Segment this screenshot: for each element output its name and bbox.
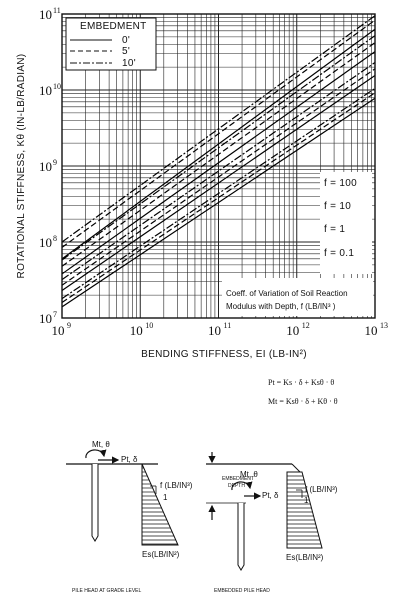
es-hatching-right xyxy=(287,475,321,545)
series-line-f0.1-emb0ft xyxy=(61,97,376,308)
series-line-f1-emb10ft xyxy=(61,62,376,281)
f-label-backdrop xyxy=(320,172,372,274)
caption-left: PILE HEAD AT GRADE LEVEL xyxy=(72,588,142,594)
x-tick-label-1: 10 xyxy=(130,323,143,338)
es-hatching-left xyxy=(142,467,178,545)
f-labels: f = 100 f = 10 f = 1 f = 0.1 xyxy=(320,172,372,274)
legend-box xyxy=(65,17,157,71)
f-label-100: f = 100 xyxy=(324,178,357,189)
pile-left xyxy=(91,464,99,542)
x-tick-labels: 10 9 10 10 10 11 10 12 10 13 xyxy=(52,321,389,338)
y-tick-exponent-4: 11 xyxy=(53,6,61,15)
annotation: Coeff. of Variation of Soil Reaction Mod… xyxy=(222,278,373,316)
legend-entry-1: 5' xyxy=(122,46,130,57)
legend: EMBEDMENT 0' 5' 10' xyxy=(65,17,157,71)
annotation-line-2: Modulus with Depth, f (LB/IN³ ) xyxy=(226,302,336,311)
y-tick-label-3: 10 xyxy=(39,83,52,98)
y-tick-exponent-0: 7 xyxy=(53,310,57,319)
series-line-f10-emb5ft xyxy=(61,42,376,267)
annotation-backdrop xyxy=(222,278,373,316)
moment-arrow-right xyxy=(231,481,253,491)
es-triangle-left xyxy=(141,463,179,546)
legend-entry-2: 10' xyxy=(122,58,136,69)
annotation-line-1: Coeff. of Variation of Soil Reaction xyxy=(226,289,348,298)
f-label-1: f = 1 xyxy=(324,224,345,235)
f-label-right: f (LB/IN³) xyxy=(305,485,338,494)
x-tick-label-4: 10 xyxy=(365,323,378,338)
diagram-embedded-pile-head: EMBEDMENT DEPTH Mt, θ Pt, δ f (LB/IN³) 1… xyxy=(206,452,338,594)
ground-slope-right xyxy=(291,463,301,473)
equations: Pt = Ks · δ + Ksθ · θ Mt = Ksθ · δ + Kθ … xyxy=(268,378,338,406)
depth-label-1: EMBEDMENT xyxy=(222,476,254,482)
equation-1: Pt = Ks · δ + Ksθ · θ xyxy=(268,378,334,387)
es-trapezoid-right xyxy=(286,471,323,549)
equation-2: Mt = Ksθ · δ + Kθ · θ xyxy=(268,397,338,406)
x-tick-exponent-0: 9 xyxy=(67,321,71,330)
es-label-left: Es(LB/IN²) xyxy=(142,550,180,559)
force-label-left: Pt, δ xyxy=(121,455,138,464)
caption-right: EMBEDDED PILE HEAD xyxy=(214,588,270,594)
series-line-f1-emb5ft xyxy=(61,68,376,286)
y-tick-label-2: 10 xyxy=(39,159,52,174)
y-tick-label-4: 10 xyxy=(39,7,52,22)
series-line-f100-emb5ft xyxy=(61,19,376,248)
series-lines xyxy=(61,15,376,308)
series-line-f10-emb0ft xyxy=(61,51,376,275)
depth-label-2: DEPTH xyxy=(228,483,245,489)
slope-label-left: 1 xyxy=(163,493,168,502)
y-tick-exponent-2: 9 xyxy=(53,158,57,167)
y-tick-label-0: 10 xyxy=(39,311,52,326)
x-tick-exponent-4: 13 xyxy=(380,321,388,330)
force-label-right: Pt, δ xyxy=(262,491,279,500)
slope-label-right: 1 xyxy=(304,496,309,505)
es-label-right: Es(LB/IN²) xyxy=(286,553,324,562)
x-tick-exponent-1: 10 xyxy=(145,321,153,330)
series-line-f10-emb10ft xyxy=(61,35,376,261)
y-tick-exponent-3: 10 xyxy=(53,82,61,91)
f-label-left: f (LB/IN³) xyxy=(160,481,193,490)
x-axis-title: BENDING STIFFNESS, EI (LB-IN²) xyxy=(141,349,307,360)
series-line-f0.1-emb10ft xyxy=(61,87,376,300)
legend-entry-0: 0' xyxy=(122,35,130,46)
diagram-pile-head-at-grade: Mt, θ Pt, δ f (LB/IN³) 1 Es(LB/IN²) PILE… xyxy=(66,440,193,594)
moment-label-right: Mt, θ xyxy=(240,470,258,479)
f-label-10: f = 10 xyxy=(324,201,351,212)
y-tick-label-1: 10 xyxy=(39,235,52,250)
pile-right xyxy=(237,503,245,571)
x-tick-label-2: 10 xyxy=(208,323,221,338)
series-line-f1-emb0ft xyxy=(61,75,376,292)
legend-title: EMBEDMENT xyxy=(80,21,147,32)
moment-label-left: Mt, θ xyxy=(92,440,110,449)
moment-arrow-left xyxy=(85,449,107,459)
plot-frame xyxy=(61,13,376,319)
x-tick-label-3: 10 xyxy=(286,323,299,338)
series-line-f100-emb10ft xyxy=(61,15,376,243)
series-line-f100-emb0ft xyxy=(61,28,376,260)
x-tick-label-0: 10 xyxy=(52,323,65,338)
y-axis-title: ROTATIONAL STIFFNESS, Kθ (IN-LB/RADIAN) xyxy=(16,54,27,279)
f-label-0.1: f = 0.1 xyxy=(324,248,354,259)
x-tick-exponent-2: 11 xyxy=(224,321,232,330)
y-tick-exponent-1: 8 xyxy=(53,234,57,243)
x-tick-exponent-3: 12 xyxy=(302,321,310,330)
